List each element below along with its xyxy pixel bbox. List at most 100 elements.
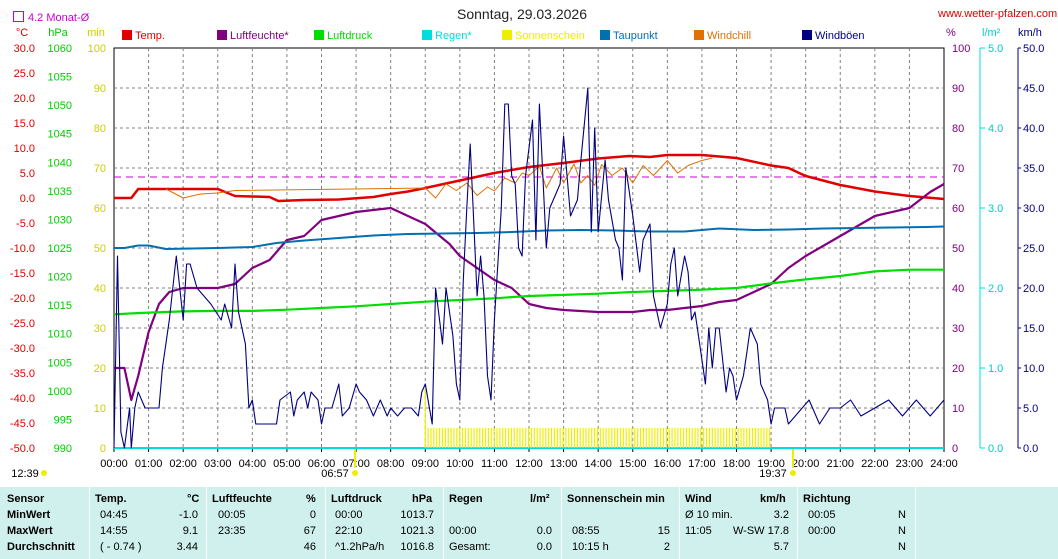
time-tick-label: 09:00 [411, 458, 439, 470]
sunshine-tick-label: 60 [94, 203, 106, 215]
moon-icon [41, 470, 47, 476]
wind-tick-label: 5.0 [1023, 403, 1038, 415]
legend-swatch [422, 30, 432, 40]
humidity-tick-label: 20 [952, 363, 964, 375]
humidity-tick-label: 30 [952, 323, 964, 335]
stat-cell-sun-t: 10:15 h [572, 541, 609, 553]
stat-cell-wind-t: 11:05 [685, 525, 712, 537]
time-tick-label: 21:00 [826, 458, 854, 470]
time-tick-label: 16:00 [654, 458, 682, 470]
stat-cell-dir-v: N [898, 509, 906, 521]
stat-cell-dir-v: N [898, 541, 906, 553]
stat-cell-sun-t: 08:55 [572, 525, 600, 537]
pressure-tick-label: 1000 [48, 386, 72, 398]
stat-cell-press-t: 00:00 [335, 509, 363, 521]
temp-tick-label: -20.0 [10, 293, 35, 305]
wind-tick-label: 15.0 [1023, 323, 1044, 335]
column-divider [679, 487, 680, 559]
time-tick-label: 02:00 [169, 458, 197, 470]
stat-cell-sun-v: 15 [657, 525, 670, 537]
rain-tick-label: 1.0 [988, 363, 1003, 375]
legend-label: Sonnenschein [515, 30, 585, 42]
wind-tick-label: 0.0 [1023, 443, 1038, 455]
legend-item: Regen* [422, 30, 472, 42]
series-windben-line [113, 87, 945, 449]
header-sensor: Sensor [7, 493, 45, 505]
time-tick-label: 07:00 [342, 458, 370, 470]
header-direction: Richtung [803, 493, 851, 505]
column-divider [915, 487, 916, 559]
legend-swatch [802, 30, 812, 40]
site-link[interactable]: www.wetter-pfalzen.com [938, 8, 1058, 20]
temp-tick-label: 30.0 [14, 43, 35, 55]
sunshine-tick-label: 90 [94, 83, 106, 95]
stat-cell-temp-v: -1.0 [179, 509, 198, 521]
monthly-average-label: 4.2 Monat-Ø [13, 11, 89, 24]
sunshine-tick-label: 20 [94, 363, 106, 375]
temp-tick-label: -30.0 [10, 343, 35, 355]
header-temp: Temp. [95, 493, 127, 505]
series-temp-line [114, 153, 945, 203]
temp-tick-label: -35.0 [10, 368, 35, 380]
temp-tick-label: -15.0 [10, 268, 35, 280]
series-taupunkt-line [114, 225, 945, 250]
temp-tick-label: -10.0 [10, 243, 35, 255]
stat-cell-press-v: 1016.8 [400, 541, 434, 553]
rain-tick-label: 0.0 [988, 443, 1003, 455]
monthly-average-text: 4.2 Monat-Ø [28, 12, 90, 24]
humidity-tick-label: 0 [952, 443, 958, 455]
temp-tick-label: -50.0 [10, 443, 35, 455]
column-divider [89, 487, 90, 559]
wind-tick-label: 30.0 [1023, 203, 1044, 215]
pressure-tick-label: 1015 [48, 300, 72, 312]
stat-cell-temp-v: 3.44 [176, 541, 198, 553]
pressure-tick-label: 1060 [48, 43, 72, 55]
humidity-tick-label: 60 [952, 203, 964, 215]
weather-chart: 30.0 25.0 20.0 15.0 10.0 5.0 0.0 -5.0 -10.0 -15.0… [10, 27, 1045, 480]
sunshine-tick-label: 80 [94, 123, 106, 135]
stat-cell-label: Durchschnitt [7, 541, 75, 553]
humidity-tick-label: 70 [952, 163, 964, 175]
legend-item: Windchill [694, 30, 751, 42]
humidity-tick-label: 50 [952, 243, 964, 255]
stat-cell-dir-t: 00:00 [808, 525, 836, 537]
header-rain: Regen [449, 493, 483, 505]
stat-cell-press-t: 22:10 [335, 525, 363, 537]
stat-cell-sun-v: 2 [663, 541, 670, 553]
stat-cell-wind-v: 3.2 [773, 509, 789, 521]
stat-cell-temp-v: 9.1 [182, 525, 198, 537]
stat-cell-hum-t: 23:35 [218, 525, 246, 537]
pressure-tick-label: 1035 [48, 186, 72, 198]
sunshine-tick-label: 100 [88, 43, 106, 55]
header-sunshine: Sonnenschein min [567, 493, 665, 505]
column-divider [206, 487, 207, 559]
legend-item: Windböen [802, 30, 865, 42]
pressure-tick-label: 995 [54, 414, 72, 426]
pressure-axis-unit: hPa [48, 27, 68, 39]
stat-cell-wind-v: W-SW 17.8 [732, 525, 789, 537]
time-tick-label: 20:00 [792, 458, 820, 470]
legend-item: Luftfeuchte* [217, 30, 289, 42]
header-rain-unit: l/m² [530, 493, 550, 505]
time-tick-label: 11:00 [481, 458, 508, 470]
stat-cell-press-v: 1021.3 [400, 525, 434, 537]
stat-cell-rain-v: 0.0 [536, 525, 552, 537]
sunset-icon [790, 470, 796, 476]
legend-swatch [502, 30, 512, 40]
temp-tick-label: -40.0 [10, 393, 35, 405]
header-temp-unit: °C [187, 493, 200, 505]
wind-tick-label: 45.0 [1023, 83, 1044, 95]
sunshine-tick-label: 40 [94, 283, 106, 295]
sunrise-time-label: 06:57 [321, 468, 349, 480]
legend-swatch [694, 30, 704, 40]
rain-axis-unit: l/m² [982, 27, 1001, 39]
humidity-tick-label: 10 [952, 403, 964, 415]
time-tick-label: 05:00 [273, 458, 301, 470]
sunshine-tick-label: 70 [94, 163, 106, 175]
temp-tick-label: 15.0 [14, 118, 35, 130]
time-tick-label: 12:00 [515, 458, 543, 470]
time-tick-label: 04:00 [239, 458, 267, 470]
pressure-tick-label: 1020 [48, 272, 72, 284]
legend-label: Luftfeuchte* [230, 30, 289, 42]
legend-label: Temp. [135, 30, 165, 42]
